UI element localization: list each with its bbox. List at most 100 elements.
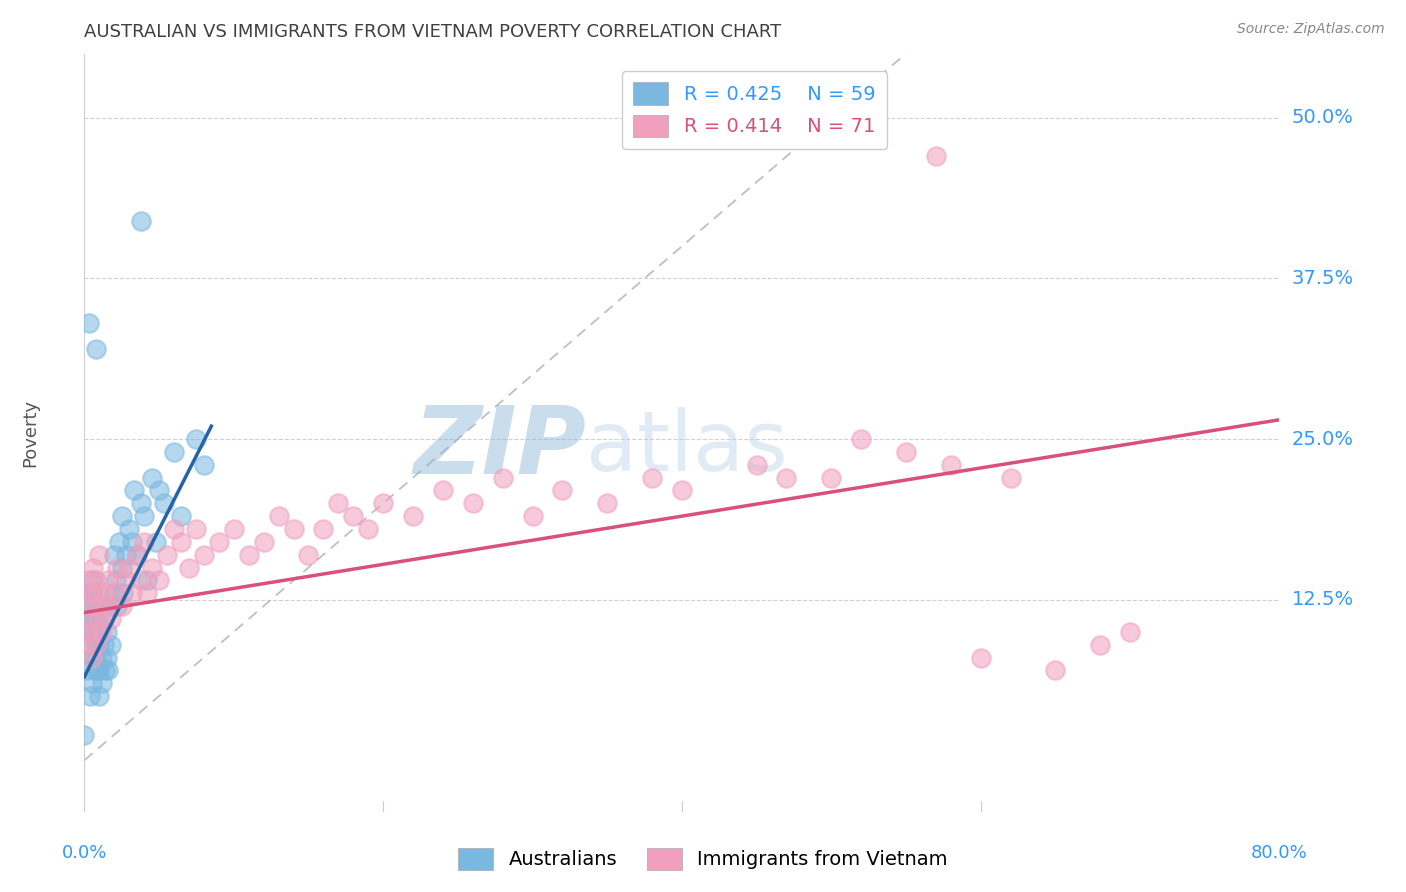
Point (125, 548, 148, 562)
Point (148, 574, 170, 588)
Point (96, 650, 118, 665)
Point (89, 624, 111, 639)
Point (129, 213, 152, 227)
Point (93, 638, 115, 652)
Point (82, 586, 104, 600)
Point (103, 586, 125, 600)
Point (89, 612, 111, 626)
Point (91, 676, 114, 690)
Point (745, 458, 768, 472)
Point (939, 458, 962, 472)
Point (820, 470, 842, 484)
Point (492, 470, 515, 484)
Point (193, 458, 215, 472)
Text: 37.5%: 37.5% (1292, 268, 1354, 288)
Point (111, 509, 134, 524)
Point (93, 612, 115, 626)
Point (111, 599, 134, 613)
Point (152, 496, 174, 510)
Point (970, 650, 993, 665)
Point (77, 612, 100, 626)
Point (91, 624, 114, 639)
Point (461, 496, 484, 510)
Text: AUSTRALIAN VS IMMIGRANTS FROM VIETNAM POVERTY CORRELATION CHART: AUSTRALIAN VS IMMIGRANTS FROM VIETNAM PO… (84, 23, 782, 41)
Point (522, 509, 544, 524)
Point (79, 638, 101, 652)
Point (86, 612, 108, 626)
Text: 80.0%: 80.0% (1251, 844, 1308, 862)
Point (163, 522, 186, 536)
Point (132, 509, 156, 524)
Legend: R = 0.425    N = 59, R = 0.414    N = 71: R = 0.425 N = 59, R = 0.414 N = 71 (621, 70, 887, 149)
Point (141, 470, 163, 484)
Point (77, 638, 100, 652)
Point (238, 548, 260, 562)
Point (89, 586, 111, 600)
Point (94, 664, 117, 678)
Point (222, 522, 245, 536)
Point (83, 624, 105, 639)
Point (186, 432, 208, 446)
Point (373, 496, 395, 510)
Point (267, 509, 290, 524)
Point (83, 599, 105, 613)
Point (170, 534, 193, 549)
Point (115, 574, 138, 588)
Point (73, 728, 96, 742)
Point (77, 317, 100, 331)
Point (97, 574, 120, 588)
Point (82, 612, 104, 626)
Point (80, 676, 103, 690)
Point (93, 586, 115, 600)
Point (115, 548, 138, 562)
Point (894, 445, 917, 459)
Point (1045, 664, 1067, 678)
Point (100, 638, 122, 652)
Point (155, 548, 177, 562)
Legend: Australians, Immigrants from Vietnam: Australians, Immigrants from Vietnam (450, 839, 956, 878)
Point (87, 599, 110, 613)
Point (80, 599, 103, 613)
Point (297, 548, 319, 562)
Point (148, 483, 170, 498)
Point (186, 522, 208, 536)
Point (79, 586, 101, 600)
Point (402, 509, 425, 524)
Point (79, 689, 101, 703)
Point (80, 650, 103, 665)
Text: atlas: atlas (586, 408, 787, 488)
Point (100, 612, 122, 626)
Point (193, 548, 215, 562)
Point (145, 534, 167, 549)
Point (80, 612, 103, 626)
Point (86, 342, 108, 356)
Point (163, 445, 186, 459)
Point (925, 149, 948, 163)
Point (105, 560, 128, 574)
Point (851, 432, 873, 446)
Point (86, 650, 108, 665)
Point (208, 534, 231, 549)
Point (77, 574, 100, 588)
Point (82, 560, 104, 574)
Point (1000, 470, 1022, 484)
Point (97, 664, 120, 678)
Point (76, 664, 98, 678)
Point (87, 599, 110, 613)
Point (111, 560, 134, 574)
Point (121, 586, 143, 600)
Point (105, 599, 128, 613)
Point (641, 470, 664, 484)
Point (596, 496, 619, 510)
Point (77, 599, 100, 613)
Point (551, 483, 574, 498)
Point (96, 599, 118, 613)
Point (118, 560, 141, 574)
Point (328, 496, 350, 510)
Point (132, 534, 156, 549)
Point (1119, 624, 1142, 639)
Point (1090, 638, 1112, 652)
Text: 25.0%: 25.0% (1292, 430, 1354, 449)
Point (283, 522, 305, 536)
Point (170, 509, 193, 524)
